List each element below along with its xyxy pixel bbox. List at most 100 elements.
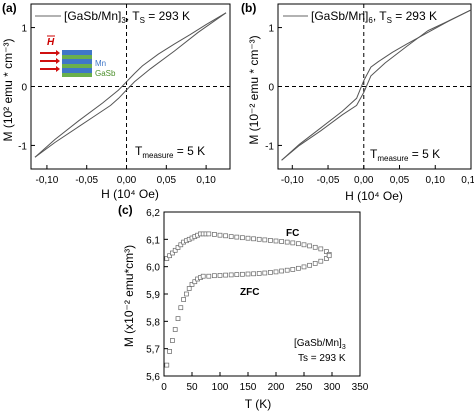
- y-tick-label-c: 5,8: [146, 317, 160, 328]
- x-tick-label-a: -0,10: [36, 175, 59, 186]
- x-tick-label-c: 200: [268, 382, 285, 393]
- hysteresis-branch-a-0: [34, 12, 227, 158]
- y-tick-label-b: 1: [268, 24, 274, 35]
- data-point-fc: [262, 237, 268, 243]
- data-point-fc: [296, 241, 301, 247]
- data-point-zfc: [301, 264, 307, 270]
- legend-a: [GaSb/Mn]3, TS = 293 K: [35, 9, 190, 25]
- data-point-fc: [234, 234, 240, 240]
- x-axis-label-b: H (10⁴ Oe): [345, 189, 403, 203]
- x-tick-label-b: 0,05: [390, 175, 410, 186]
- data-point-zfc: [181, 297, 186, 302]
- y-tick-label-a: 1: [21, 24, 27, 35]
- legend-b-entry: [GaSb/Mn]6, TS = 293 K: [311, 9, 437, 25]
- data-point-zfc: [262, 270, 268, 276]
- y-tick-label-c: 6,1: [146, 235, 160, 246]
- legend-b-ts: T: [379, 9, 387, 23]
- legend-a-entry: [GaSb/Mn]3, TS = 293 K: [64, 9, 190, 25]
- data-point-fc: [324, 249, 329, 254]
- data-point-zfc: [200, 273, 206, 279]
- x-tick-label-a: -0,05: [75, 175, 98, 186]
- legend-a-ts-value: = 293 K: [145, 9, 190, 23]
- y-tick-label-a: 0: [21, 83, 27, 94]
- data-point-zfc: [172, 327, 178, 332]
- data-point-fc: [251, 236, 256, 242]
- annotation-a: Tmeasure = 5 K: [135, 144, 205, 160]
- chart-a: -0,10 -0,05 0,00 0,05 0,10 -1 0 1 [GaSb/Mn]3, T…: [1, 3, 231, 201]
- data-point-fc: [284, 239, 290, 245]
- x-axis-label-a: H (10⁴ Oe): [101, 187, 159, 201]
- data-point-fc: [206, 231, 212, 237]
- data-point-zfc: [167, 349, 172, 354]
- y-tick-label-a: -1: [18, 141, 27, 152]
- data-point-zfc: [326, 253, 332, 259]
- data-point-zfc: [184, 291, 189, 297]
- legend-b-name: [GaSb/Mn]: [311, 9, 368, 23]
- data-point-zfc: [251, 271, 256, 277]
- y-tick-label-b: -1: [265, 141, 274, 152]
- field-arrows-icon: [40, 50, 60, 72]
- data-point-zfc: [296, 265, 301, 271]
- data-point-fc: [312, 244, 318, 250]
- x-tick-label-c: 50: [186, 382, 198, 393]
- data-point-fc: [307, 243, 312, 249]
- y-tick-label-c: 5,7: [146, 345, 160, 356]
- y-tick-label-c: 5,9: [146, 290, 160, 301]
- x-tick-label-b: 0,15: [461, 175, 474, 186]
- y-tick-label-c: 5,6: [146, 372, 160, 383]
- data-point-zfc: [217, 273, 223, 278]
- data-point-fc: [175, 245, 181, 250]
- x-tick-label-c: 150: [240, 382, 257, 393]
- x-tick-label-b: 0,00: [354, 175, 374, 186]
- x-tick-label-b: -0,10: [281, 175, 304, 186]
- legend-c-ts: Ts = 293 K: [298, 353, 346, 364]
- data-point-fc: [228, 234, 234, 239]
- legend-b: [GaSb/Mn]6, TS = 293 K: [283, 9, 437, 25]
- y-tick-label-c: 6,2: [146, 208, 160, 219]
- series-label-fc: FC: [286, 228, 299, 239]
- data-point-fc: [290, 240, 296, 246]
- chart-b: -0,10 -0,05 0,00 0,05 0,10 0,15 -1 0 1 [GaSb/Mn]…: [247, 3, 474, 203]
- data-point-fc: [245, 235, 251, 241]
- data-point-fc: [256, 236, 262, 242]
- panel-b-label: (b): [241, 1, 256, 15]
- data-point-fc: [172, 247, 178, 253]
- data-point-zfc: [256, 271, 262, 276]
- annotation-b: Tmeasure = 5 K: [370, 147, 440, 163]
- data-point-fc: [178, 242, 184, 248]
- data-point-zfc: [307, 262, 312, 268]
- x-tick-label-b: -0,05: [317, 175, 340, 186]
- y-tick-label-b: 0: [268, 83, 274, 94]
- data-point-fc: [164, 256, 170, 261]
- layer-stack-icon: [62, 50, 92, 77]
- data-point-zfc: [178, 305, 184, 311]
- data-point-zfc: [175, 316, 181, 321]
- legend-b-name-sub: 6: [368, 16, 373, 25]
- x-tick-label-a: 0,10: [196, 175, 216, 186]
- data-point-fc: [240, 235, 245, 241]
- data-point-zfc: [284, 267, 290, 273]
- data-point-zfc: [312, 261, 318, 266]
- data-point-fc: [170, 250, 175, 256]
- x-tick-label-c: 250: [296, 382, 313, 393]
- data-point-zfc: [192, 279, 198, 285]
- data-point-zfc: [318, 258, 324, 264]
- legend-b-ts-value: = 293 K: [392, 9, 437, 23]
- data-point-zfc: [212, 273, 217, 279]
- data-point-fc: [318, 246, 324, 252]
- panel-c-label: (c): [118, 203, 133, 217]
- layer-mn-label: Mn: [95, 59, 106, 68]
- legend-a-name: [GaSb/Mn]: [64, 9, 121, 23]
- data-point-fc: [268, 238, 273, 243]
- data-point-zfc: [240, 271, 245, 277]
- legend-a-name-sub: 3: [121, 16, 126, 25]
- x-tick-label-a: 0,00: [117, 175, 137, 186]
- layer-inset: H Mn GaSb: [40, 35, 116, 78]
- data-point-zfc: [228, 272, 234, 278]
- chart-c: 0 50 100 150 200 250 300 350 5,6 5,7 5,8 5,9 6,0 6,1 6…: [122, 208, 369, 411]
- legend-a-ts: T: [132, 9, 140, 23]
- y-tick-label-c: 6,0: [146, 263, 160, 274]
- data-point-zfc: [279, 268, 284, 274]
- y-axis-label-b: M (10⁻² emu * cm⁻³): [247, 35, 261, 144]
